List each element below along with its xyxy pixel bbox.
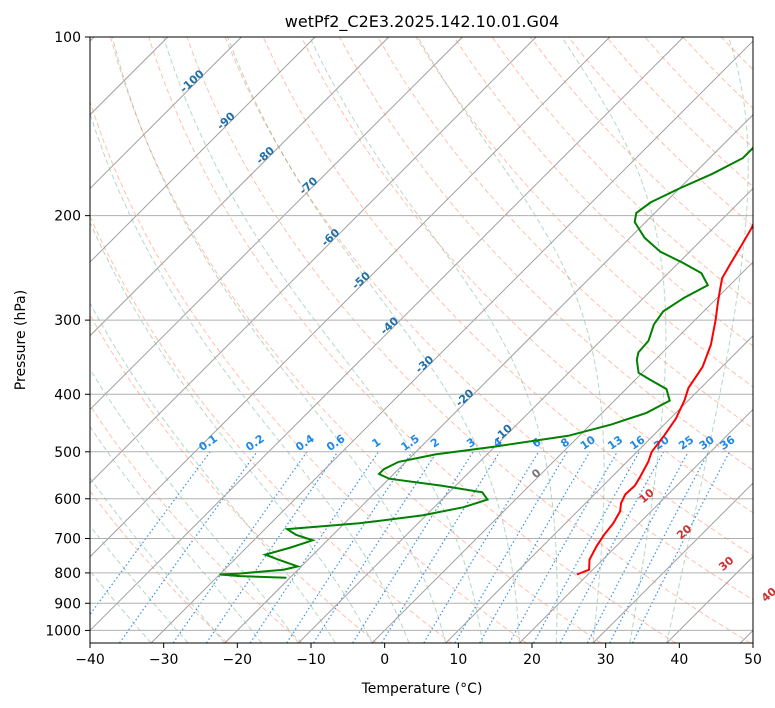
y-tick-label: 900 — [54, 596, 81, 612]
y-tick-label: 700 — [54, 532, 81, 548]
x-axis-label: Temperature (°C) — [361, 681, 483, 697]
mixing-ratio-line — [172, 451, 308, 643]
dry-adiabat-line — [186, 37, 751, 643]
temperature-profile-line — [576, 222, 753, 576]
moist-adiabat-line — [163, 37, 484, 643]
moist-adiabat-line — [90, 302, 336, 643]
mixing-ratio-line — [586, 451, 689, 643]
y-tick-label: 400 — [54, 387, 81, 403]
mixing-ratio-line — [312, 451, 438, 643]
sounding-series — [219, 146, 753, 579]
x-tick-label: 10 — [449, 652, 467, 668]
dry-adiabat-line — [90, 404, 303, 643]
y-tick-label: 500 — [54, 445, 81, 461]
isotherm-line — [90, 37, 537, 484]
x-tick-label: 30 — [597, 652, 615, 668]
isotherm-line — [519, 408, 753, 643]
x-tick-label: 20 — [523, 652, 541, 668]
y-tick-label: 1000 — [45, 623, 81, 639]
y-tick-label: 300 — [54, 313, 81, 329]
moist-adiabat-line — [90, 220, 373, 643]
dry-adiabat-line — [148, 37, 676, 643]
isotherm-line — [298, 187, 753, 643]
dry-adiabat-line — [110, 37, 602, 643]
isotherm-line — [371, 261, 753, 643]
x-tick-label: −30 — [149, 652, 179, 668]
isotherm-line — [90, 37, 316, 263]
moist-adiabat-line — [666, 37, 749, 643]
isotherm-line — [90, 37, 684, 632]
y-tick-label: 600 — [54, 492, 81, 508]
dry-adiabat-line — [224, 37, 753, 601]
grid-lines — [90, 37, 753, 643]
moist-adiabat-line — [417, 37, 605, 643]
x-tick-label: −10 — [296, 652, 326, 668]
y-axis-label: Pressure (hPa) — [13, 290, 29, 390]
isotherm-line — [90, 37, 463, 411]
y-axis-ticks: 100 200 300 400 500 600 700 800 900 1000 — [45, 30, 90, 639]
mixing-ratio-line — [352, 451, 474, 643]
moist-adiabat-line — [561, 37, 667, 643]
dry-adiabat-label: 40 — [759, 585, 775, 605]
dry-adiabat-line — [262, 37, 753, 557]
moist-adiabat-line — [90, 477, 226, 643]
dry-adiabat-line — [759, 37, 775, 643]
x-tick-label: −40 — [75, 652, 105, 668]
mixing-ratio-line — [632, 451, 731, 643]
mixing-ratio-line — [533, 451, 640, 643]
mixing-ratio-line — [559, 451, 665, 643]
isotherm-line — [224, 114, 753, 643]
dry-adiabat-line — [90, 490, 228, 643]
dry-adiabat-line — [491, 37, 753, 307]
plot-background — [90, 37, 753, 643]
moist-adiabat-line — [111, 37, 447, 643]
y-tick-label: 200 — [54, 209, 81, 225]
mixing-ratio-line — [286, 451, 413, 643]
mixing-ratio-line — [90, 451, 211, 616]
x-tick-label: 0 — [380, 652, 389, 668]
chart-title: wetPf2_C2E3.2025.142.10.01.G04 — [285, 12, 559, 32]
dry-adiabat-line — [90, 215, 452, 643]
mixing-ratio-line — [119, 451, 258, 643]
x-axis-ticks: −40 −30 −20 −10 0 10 20 30 40 50 — [75, 643, 762, 668]
dry-adiabat-line — [415, 37, 753, 388]
x-tick-label: −20 — [223, 652, 253, 668]
isotherm-line — [90, 37, 390, 337]
isotherm-line — [592, 482, 753, 643]
mixing-ratio-line — [205, 451, 339, 643]
moist-adiabat-line — [90, 425, 262, 643]
background-lines — [90, 37, 775, 643]
x-tick-label: 40 — [670, 652, 688, 668]
moist-adiabat-line — [227, 37, 520, 643]
isotherm-line — [90, 37, 611, 558]
plot-frame — [89, 36, 754, 644]
x-tick-label: 50 — [744, 652, 762, 668]
isotherm-line — [150, 40, 753, 643]
isotherm-line — [90, 37, 242, 190]
y-tick-label: 800 — [54, 566, 81, 582]
dry-adiabat-line — [90, 313, 378, 643]
mixing-ratio-line — [508, 451, 618, 643]
dry-adiabat-line — [339, 37, 753, 471]
isotherm-line — [445, 335, 753, 643]
mixing-ratio-line — [249, 451, 379, 643]
dry-adiabat-line — [90, 99, 527, 643]
mixing-ratio-line — [423, 451, 540, 643]
moist-adiabat-line — [309, 37, 558, 643]
y-tick-label: 100 — [54, 30, 81, 46]
dewpoint-profile-line — [219, 146, 753, 579]
